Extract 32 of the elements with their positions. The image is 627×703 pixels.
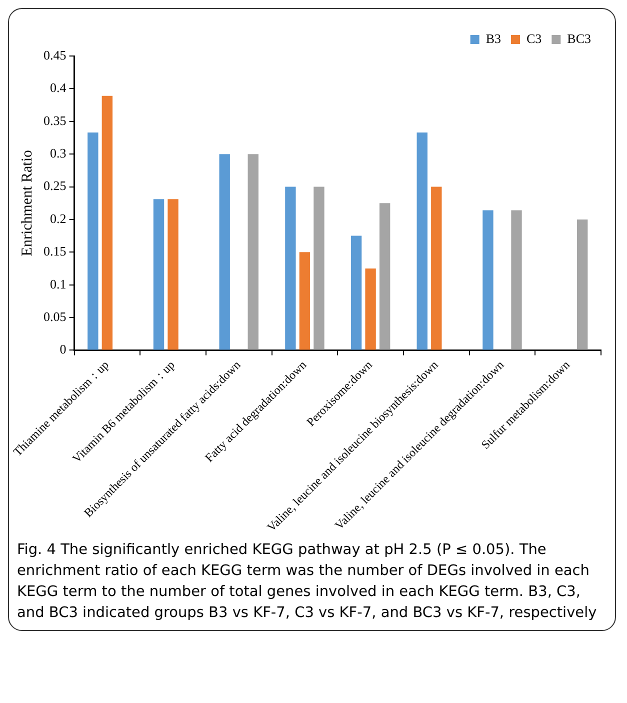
legend-label: BC3 — [567, 30, 591, 46]
y-tick-label: 0.45 — [44, 47, 66, 62]
bar — [482, 210, 494, 350]
bar — [102, 96, 113, 350]
bar — [153, 199, 164, 350]
bar — [350, 236, 362, 350]
bar — [511, 210, 522, 350]
y-tick-label: 0.4 — [50, 80, 67, 96]
y-tick-label: 0.1 — [50, 276, 66, 292]
bar — [88, 132, 98, 350]
bar — [285, 186, 296, 350]
legend-label: B3 — [486, 30, 501, 46]
y-tick-label: 0.35 — [44, 112, 66, 128]
bar — [219, 154, 230, 350]
bar — [299, 252, 310, 350]
y-tick-label: 0.25 — [44, 178, 66, 194]
bar — [379, 203, 390, 350]
legend-label: C3 — [526, 30, 542, 46]
bar — [314, 186, 324, 350]
bar — [168, 199, 178, 350]
y-axis-title: Enrichment Ratio — [19, 150, 36, 256]
y-tick-label: 0.2 — [50, 210, 66, 226]
y-tick-label: 0.05 — [44, 308, 66, 324]
bar — [576, 219, 588, 350]
bar — [431, 186, 442, 350]
caption: Fig. 4 The significantly enriched KEGG pathway at pH 2.5 (P ≤ 0.05). The enrichment ratio of each KEGG term was the number of DEGs involved in each KEGG term to the number of total genes involved in each KEGG term. B3, C3, and BC3 indicated groups B3 vs KF-7, C3 vs KF-7, and BC3 vs KF-7, respectively — [16, 541, 598, 623]
bar — [365, 268, 376, 350]
y-tick-label: 0.3 — [50, 145, 66, 160]
y-tick-label: 0 — [60, 342, 66, 357]
y-tick-label: 0.15 — [44, 244, 66, 259]
bar — [248, 154, 258, 350]
bar — [416, 132, 428, 350]
